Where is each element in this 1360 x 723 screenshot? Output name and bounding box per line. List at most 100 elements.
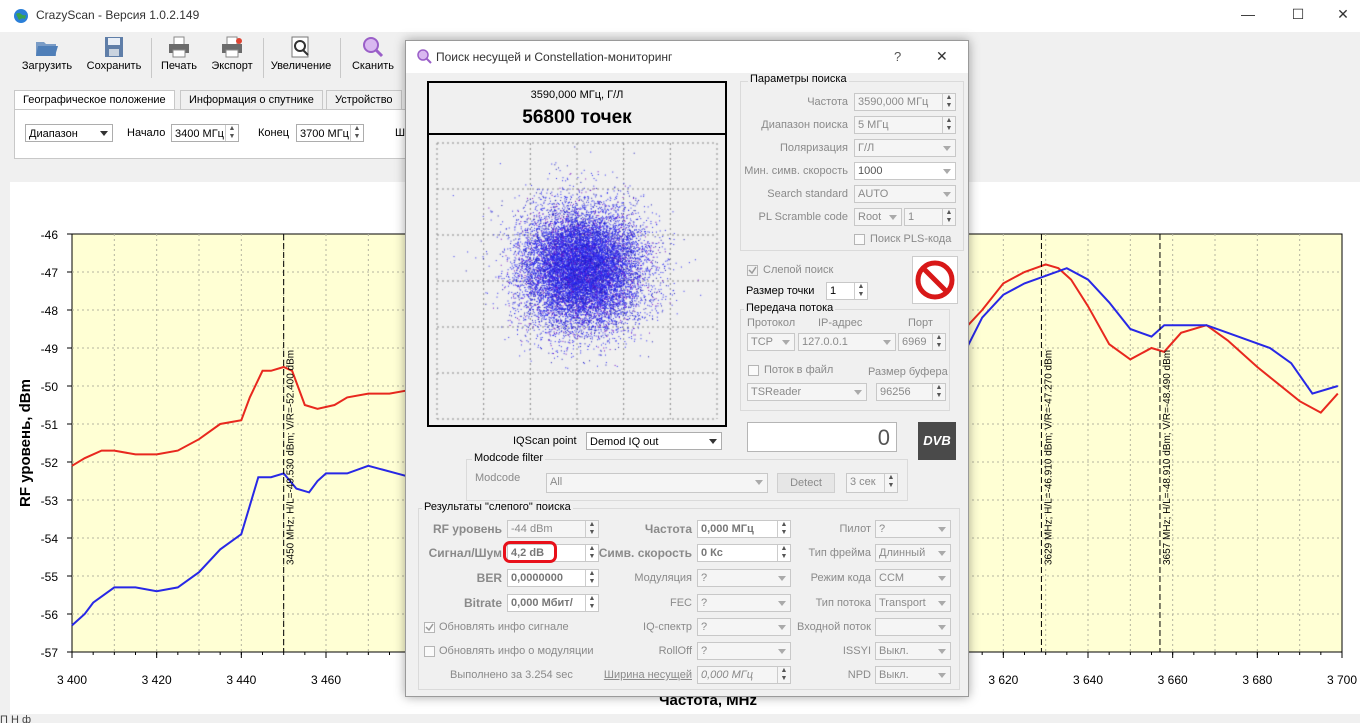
scan-button[interactable]: Сканить [346,36,400,80]
minimize-button[interactable]: — [1241,6,1255,22]
snr-highlight [503,541,557,563]
help-button[interactable]: ? [894,49,902,64]
y-axis-label: RF уровень, dBm [17,379,34,507]
update-signal-label: Обновлять инфо сигнале [439,621,569,633]
update-signal-checkbox[interactable] [424,622,435,633]
range-input[interactable]: 5 МГц ▲ ▼ [854,116,956,134]
update-mod-label: Обновлять инфо о модуляции [439,645,594,657]
min-sr-input[interactable]: 1000 [854,162,956,180]
iqscan-label: IQScan point [513,435,577,447]
carrier-width-label[interactable]: Ширина несущей [603,669,692,681]
issyi-value: Выкл. [879,645,909,657]
spin-icon[interactable]: ▲ ▼ [884,474,897,492]
spin-icon: ▲ ▼ [585,595,598,611]
zoom-label: Увеличение [270,60,332,72]
zoom-button[interactable]: Увеличение [268,36,334,80]
stream-file-checkbox[interactable] [748,365,759,376]
export-button[interactable]: Экспорт [208,36,256,80]
spin-icon[interactable]: ▲ ▼ [350,125,363,141]
ip-select[interactable]: 127.0.0.1 [798,333,896,351]
iqscan-select[interactable]: Demod IQ out [586,432,722,450]
open-folder-icon [36,42,58,56]
x-tick-label: 3 700 [1327,673,1357,687]
timer-input[interactable]: 3 сек ▲ ▼ [846,473,898,493]
issyi-field: Выкл. [875,642,951,660]
rf-level-field: -44 dBm ▲ ▼ [507,520,599,538]
reader-select[interactable]: TSReader [747,383,867,401]
chevron-down-icon [100,131,108,136]
bitrate-field: 0,000 Мбит/ ▲ ▼ [507,594,599,612]
constellation-plot [433,139,721,423]
maximize-button[interactable]: ☐ [1291,6,1305,22]
rolloff-field: ? [697,642,791,660]
spin-icon[interactable]: ▲ ▼ [932,334,945,350]
iq-spectrum-value: ? [701,621,708,633]
modcode-select[interactable]: All [546,473,768,493]
close-button[interactable]: ✕ [1337,6,1349,22]
proto-select[interactable]: TCP [747,333,795,351]
chevron-down-icon [938,625,946,630]
dialog-title: Поиск несущей и Constellation-мониторинг [436,50,673,64]
chevron-down-icon [943,192,951,197]
pilot-field: ? [875,520,951,538]
update-mod-checkbox[interactable] [424,646,435,657]
freq-label: Частота [807,96,848,108]
tab-geo-position[interactable]: Географическое положение [14,90,175,110]
carrier-width-field: 0,000 МГц ▲ ▼ [697,666,791,684]
points-count: 56800 точек [522,107,632,128]
spin-icon[interactable]: ▲ ▼ [942,94,955,110]
modcode-label: Modcode [475,472,521,484]
iq-spectrum-label: IQ-спектр [643,621,692,633]
spin-icon[interactable]: ▲ ▼ [942,209,955,225]
pol-label: Поляризация [780,142,848,154]
freq-input[interactable]: 3590,000 МГц ▲ ▼ [854,93,956,111]
buffer-input[interactable]: 96256 ▲ ▼ [876,383,946,401]
start-freq-input[interactable]: 3400 МГц ▲ ▼ [171,124,239,142]
dot-size-input[interactable]: 1 ▲ ▼ [826,282,868,300]
chevron-down-icon [938,601,946,606]
tab-satellite-info[interactable]: Информация о спутнике [180,90,323,110]
dialog-close-button[interactable]: ✕ [936,48,948,64]
save-button[interactable]: Сохранить [84,36,144,80]
chevron-down-icon [778,625,786,630]
x-tick-label: 3 620 [988,673,1018,687]
chevron-down-icon [938,576,946,581]
pol-select[interactable]: Г/Л [854,139,956,157]
fec-value: ? [701,597,708,609]
spin-icon[interactable]: ▲ ▼ [942,117,955,133]
x-tick-label: 3 460 [311,673,341,687]
y-tick-label: -48 [41,304,59,318]
symbol-rate-label: Симв. скорость [598,546,692,560]
print-button[interactable]: Печать [156,36,202,80]
pls-code-input[interactable]: 1 ▲ ▼ [904,208,956,226]
port-input[interactable]: 6969 ▲ ▼ [898,333,946,351]
spin-icon[interactable]: ▲ ▼ [225,125,238,141]
y-tick-label: -52 [41,456,59,470]
pls-mode-select[interactable]: Root [854,208,902,226]
std-select[interactable]: AUTO [854,185,956,203]
buffer-label: Размер буфера [868,366,948,378]
spin-icon: ▲ ▼ [777,545,790,561]
modulation-value: ? [701,572,708,584]
save-label: Сохранить [86,60,142,72]
start-label: Начало [127,127,166,139]
pilot-label: Пилот [839,523,871,535]
series-line-1 [71,464,445,627]
printer-icon [169,36,189,58]
chevron-down-icon [938,527,946,532]
stream-legend: Передача потока [744,302,836,314]
bitrate-value: 0,000 Мбит/ [511,597,573,609]
detect-button[interactable]: Detect [777,473,835,493]
end-freq-input[interactable]: 3700 МГц ▲ ▼ [296,124,364,142]
tab-device[interactable]: Устройство [326,90,402,110]
status-bar: П Н ф [0,714,1360,723]
pls-search-checkbox[interactable] [854,234,865,245]
floppy-disk-icon [105,37,123,57]
carrier-freq-field: 0,000 МГц ▲ ▼ [697,520,791,538]
load-button[interactable]: Загрузить [18,36,76,80]
stop-button[interactable] [912,256,958,304]
blind-search-checkbox[interactable] [747,265,758,276]
spin-icon[interactable]: ▲ ▼ [854,283,867,299]
range-mode-select[interactable]: Диапазон [25,124,113,142]
spin-icon[interactable]: ▲ ▼ [932,384,945,400]
